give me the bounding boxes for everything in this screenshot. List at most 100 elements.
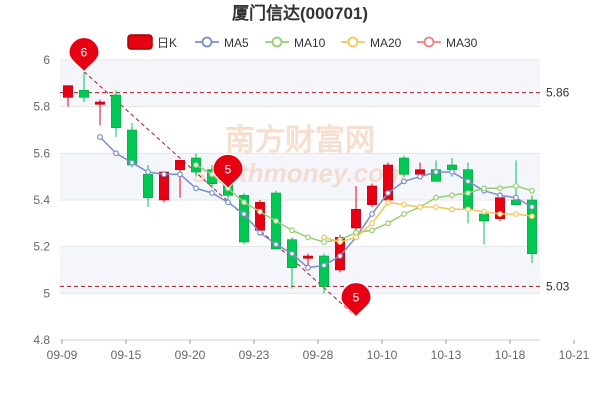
ma20-point — [417, 204, 423, 210]
candle-body — [367, 185, 377, 205]
ma5-point — [209, 190, 215, 196]
x-tick-label: 10-21 — [559, 348, 590, 362]
candle-body — [479, 213, 489, 222]
reference-lines: 5.86 5.03 — [60, 86, 570, 293]
candle-body — [95, 101, 105, 105]
x-tick-label: 09-23 — [239, 348, 270, 362]
candle-body — [255, 202, 265, 231]
x-tick-label: 09-15 — [111, 348, 142, 362]
ma10-point — [433, 194, 439, 201]
chart-title: 厦门信达(000701) — [232, 3, 368, 23]
ma20-point — [337, 239, 343, 245]
ma20-point — [529, 213, 535, 220]
ma20-point — [433, 204, 439, 210]
candle-body — [303, 255, 313, 259]
legend-swatch — [347, 36, 359, 48]
candle-body — [351, 209, 361, 229]
grid-lines — [60, 59, 540, 341]
ma10-point — [241, 199, 247, 206]
ma10-point — [305, 234, 311, 241]
y-tick-label: 6 — [43, 53, 50, 67]
legend-item[interactable]: MA10 — [265, 36, 326, 50]
ma10-point — [353, 229, 359, 236]
x-tick-label: 10-18 — [495, 348, 526, 362]
moving-average-lines — [97, 134, 535, 271]
candle-body — [63, 85, 73, 98]
ma5-point — [465, 178, 471, 185]
ma5-point — [289, 250, 295, 257]
legend-swatch — [271, 36, 283, 48]
ma10-point — [401, 211, 407, 217]
plot-band — [60, 246, 540, 294]
x-tick-label: 10-10 — [367, 348, 398, 362]
pin-marker — [340, 282, 372, 318]
candle-body — [111, 94, 121, 128]
pin-marker — [68, 37, 100, 73]
candle-body — [319, 255, 329, 287]
y-axis: 4.8 5 5.2 5.4 5.6 5.8 6 — [33, 53, 50, 347]
ma20-point — [353, 234, 359, 241]
y-tick-label: 4.8 — [33, 333, 50, 347]
legend-item[interactable]: MA5 — [195, 36, 249, 50]
ma10-point — [449, 192, 455, 199]
pin-marker-label: 5 — [353, 291, 360, 305]
ma20-point — [465, 206, 471, 213]
ma10-point — [257, 208, 263, 215]
x-axis: 09-09 09-15 09-20 09-23 09-28 10-10 10-13 10-18… — [47, 339, 590, 362]
pin-marker — [212, 153, 244, 190]
legend[interactable]: 日K MA5 MA10 MA20 MA30 — [127, 34, 478, 50]
trend-line — [83, 71, 357, 318]
candle-body — [127, 129, 137, 166]
ma5-point — [241, 211, 247, 217]
ma10-point — [465, 190, 471, 196]
ma5-point — [273, 241, 279, 248]
legend-swatch — [127, 34, 153, 50]
x-tick-label: 09-09 — [47, 348, 78, 362]
x-tick-label: 10-13 — [431, 348, 462, 362]
ma10-point — [369, 227, 375, 234]
ma20-point — [321, 234, 327, 241]
markers: 6 5 5 — [68, 37, 372, 318]
legend-label: MA30 — [446, 36, 478, 50]
ma20-point — [369, 220, 375, 227]
ma5-point — [369, 211, 375, 217]
ma10-point — [321, 239, 327, 245]
ma5-point — [433, 169, 439, 175]
candle-body — [447, 164, 457, 170]
watermark-cn: 南方财富网 — [225, 123, 375, 157]
ma5-point — [97, 134, 103, 140]
legend-label: MA20 — [370, 36, 402, 50]
legend-label: MA5 — [224, 36, 249, 50]
ma20-point — [385, 199, 391, 206]
ma5-point — [161, 171, 167, 178]
candle-body — [79, 90, 89, 98]
reference-label: 5.86 — [546, 86, 570, 100]
ma5-point — [385, 190, 391, 196]
legend-item[interactable]: 日K — [127, 34, 177, 50]
legend-item[interactable]: MA20 — [341, 36, 402, 50]
ma5-point — [497, 192, 503, 199]
ma5-point — [129, 159, 135, 166]
legend-label: 日K — [157, 36, 177, 50]
ma20-point — [481, 208, 487, 215]
plot-background — [60, 60, 540, 294]
ma20-point — [497, 211, 503, 217]
ma5-point — [449, 169, 455, 175]
candle-body — [415, 169, 425, 175]
y-tick-label: 5.6 — [33, 146, 50, 160]
y-tick-label: 5.4 — [33, 193, 50, 207]
ma5-line — [99, 136, 533, 269]
ma10-line — [195, 164, 533, 243]
ma10-point — [497, 185, 503, 192]
legend-item[interactable]: MA30 — [417, 36, 478, 50]
ma5-point — [305, 264, 311, 271]
ma10-point — [513, 183, 519, 189]
ma5-point — [337, 253, 343, 259]
legend-label: MA10 — [294, 36, 326, 50]
ma5-point — [513, 194, 519, 201]
ma5-point — [401, 178, 407, 185]
candle-body — [527, 199, 537, 254]
reference-label: 5.03 — [546, 279, 570, 293]
ma20-point — [401, 201, 407, 208]
